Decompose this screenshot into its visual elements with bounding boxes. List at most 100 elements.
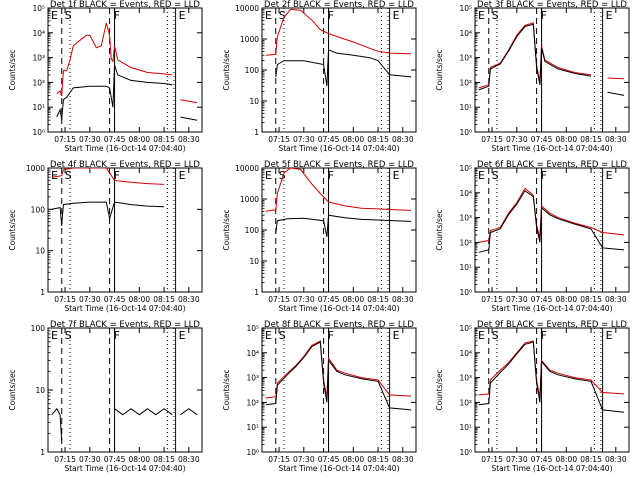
y-tick-label: 100 [31,324,46,333]
lld-series-line [265,168,412,212]
y-tick-label: 10 [35,386,45,395]
y-tick-label: 10⁴ [246,349,259,358]
x-tick-label: 08:15 [367,135,389,144]
segment-label: F [328,169,334,182]
y-tick-label: 100 [31,205,46,214]
x-tick-label: 07:30 [79,455,101,464]
x-tick-label: 07:45 [318,295,340,304]
y-tick-label: 100 [245,66,260,75]
x-tick-label: 07:45 [531,135,553,144]
events-series-line [265,341,412,411]
plot-frame [261,327,417,453]
y-tick-label: 10⁴ [32,29,45,38]
x-tick-label: 07:15 [268,135,290,144]
y-tick-label: 1000 [240,35,259,44]
segment-label: S [65,329,72,342]
y-tick-label: 100 [245,226,260,235]
x-axis-label: Start Time (16-Oct-14 07:04:40) [64,304,185,313]
x-tick-label: 08:00 [128,455,150,464]
y-tick-label: 1 [40,288,45,297]
segment-label: E [478,9,485,22]
y-tick-label: 10¹ [459,423,472,432]
y-axis-label: Counts/sec [222,369,231,410]
x-tick-label: 07:15 [54,135,76,144]
panel-title: Det 2f BLACK = Events, RED = LLD [264,0,414,10]
y-tick-label: 1000 [26,164,45,173]
segment-label: S [492,169,499,182]
x-tick-label: 08:30 [605,135,627,144]
y-tick-label: 10³ [459,54,472,63]
y-tick-label: 10 [35,247,45,256]
y-tick-label: 10⁴ [459,189,472,198]
segment-label: F [114,329,120,342]
segment-label: F [114,9,120,22]
segment-label: E [179,329,186,342]
x-tick-label: 08:30 [178,135,200,144]
segment-label: E [393,329,400,342]
lld-series-line [51,168,165,185]
y-tick-label: 10⁰ [459,128,472,137]
y-tick-label: 10¹ [459,103,472,112]
x-axis-label: Start Time (16-Oct-14 07:04:40) [491,144,612,153]
segment-label: S [65,169,72,182]
x-tick-label: 07:45 [104,455,126,464]
y-tick-label: 10³ [459,374,472,383]
x-tick-label: 07:30 [79,295,101,304]
y-axis-label: Counts/sec [435,369,444,410]
y-tick-label: 10⁵ [32,4,45,13]
x-axis-label: Start Time (16-Oct-14 07:04:40) [64,464,185,473]
segment-label: E [478,169,485,182]
y-tick-label: 10² [459,398,472,407]
segment-label: F [541,9,547,22]
segment-label: E [478,329,485,342]
panel-title: Det 5f BLACK = Events, RED = LLD [264,160,414,170]
x-tick-label: 07:15 [481,135,503,144]
segment-label: S [279,9,286,22]
y-tick-label: 1 [254,288,259,297]
x-tick-label: 08:30 [392,455,414,464]
x-tick-label: 07:30 [79,135,101,144]
x-tick-label: 08:15 [580,295,602,304]
segment-label: F [328,329,334,342]
y-axis-label: Counts/sec [8,49,17,90]
y-tick-label: 10⁰ [246,448,259,457]
events-series-line [51,201,165,226]
x-tick-label: 07:30 [506,135,528,144]
y-tick-label: 10⁴ [459,349,472,358]
segment-label: S [279,329,286,342]
x-tick-label: 07:45 [104,135,126,144]
segment-label: E [51,9,58,22]
segment-label: S [65,9,72,22]
lld-series-line [478,22,625,89]
y-tick-label: 10³ [246,374,259,383]
x-tick-label: 07:30 [293,135,315,144]
x-tick-label: 08:00 [342,295,364,304]
x-tick-label: 07:30 [293,295,315,304]
panel-title: Det 4f BLACK = Events, RED = LLD [50,160,200,170]
panel-title: Det 7f BLACK = Events, RED = LLD [50,320,200,330]
y-axis-label: Counts/sec [222,49,231,90]
panel-title: Det 8f BLACK = Events, RED = LLD [264,320,414,330]
y-tick-label: 10⁵ [459,4,472,13]
x-tick-label: 08:00 [555,135,577,144]
x-axis-label: Start Time (16-Oct-14 07:04:40) [278,304,399,313]
x-tick-label: 08:30 [605,295,627,304]
x-tick-label: 07:15 [481,455,503,464]
x-tick-label: 08:15 [153,295,175,304]
x-tick-label: 08:15 [153,135,175,144]
x-tick-label: 08:15 [367,455,389,464]
y-tick-label: 10⁵ [459,324,472,333]
lld-series-line [56,22,198,104]
y-tick-label: 10² [32,78,45,87]
segment-label: E [179,169,186,182]
x-tick-label: 07:30 [506,455,528,464]
events-series-line [275,49,412,87]
segment-label: E [265,329,272,342]
x-tick-label: 08:30 [392,295,414,304]
